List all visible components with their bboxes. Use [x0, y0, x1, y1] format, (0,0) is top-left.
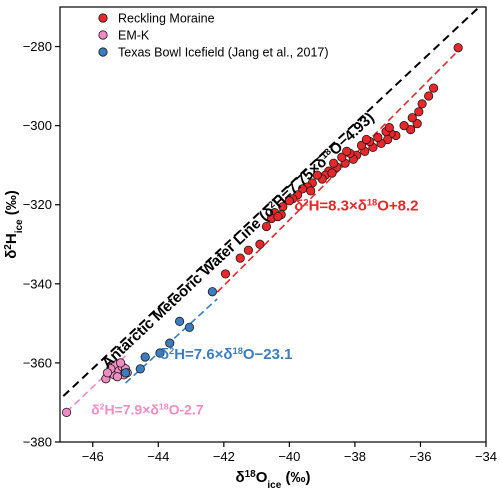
data-point [312, 170, 322, 180]
data-point [306, 186, 316, 196]
data-point [112, 372, 122, 382]
data-point [235, 253, 245, 263]
series-2 [120, 287, 217, 378]
data-point [273, 211, 283, 222]
data-point [120, 368, 131, 378]
data-point [165, 338, 175, 348]
blue-fit-line [124, 298, 218, 384]
series-0 [220, 43, 463, 279]
y-tick-label: −380 [23, 435, 52, 450]
y-axis-title: δ2Hice (‰) [3, 190, 25, 259]
data-point [175, 316, 185, 326]
data-point [414, 107, 424, 117]
data-point [399, 121, 409, 131]
data-point [261, 221, 272, 232]
data-point [135, 364, 145, 374]
legend-label: EM-K [118, 29, 150, 43]
data-point [184, 322, 195, 332]
data-point [417, 99, 427, 109]
legend: Reckling Moraine EM-K Texas Bowl Icefield … [98, 12, 329, 60]
data-point [453, 43, 463, 53]
pink-fit-label: δ2H=7.9×δ18O-2.7 [91, 401, 204, 417]
x-tick-label: −46 [82, 449, 104, 464]
data-point [424, 91, 434, 101]
data-point [384, 123, 394, 133]
x-tick-label: −38 [344, 449, 366, 464]
x-tick-label: −40 [278, 449, 300, 464]
data-point [412, 119, 422, 129]
amwl-label: Antarctic Meteoric Water Line (δ2H=7.75×… [99, 109, 378, 372]
x-axis-title: δ18Oice (‰) [236, 469, 311, 491]
y-tick-label: −280 [23, 39, 52, 54]
data-point [406, 124, 416, 135]
x-tick-label: −34 [475, 449, 497, 464]
data-point [407, 113, 417, 123]
y-tick-label: −300 [23, 118, 52, 133]
data-point [373, 132, 383, 143]
x-tick-label: −44 [147, 449, 169, 464]
data-point [356, 140, 367, 151]
plot-frame [59, 6, 487, 443]
data-points [61, 43, 463, 417]
data-point [342, 146, 352, 156]
amwl-line [62, 7, 481, 397]
red-fit-line [216, 51, 458, 293]
blue-fit-label: δ2H=7.6×δ18O−23.1 [160, 346, 293, 363]
y-tick-label: −360 [23, 355, 52, 370]
data-point [428, 83, 439, 93]
y-tick-label: −340 [23, 276, 52, 291]
data-point [243, 245, 254, 255]
data-point [361, 134, 371, 145]
data-point [220, 269, 231, 279]
legend-marker [98, 13, 108, 23]
y-tick-label: −320 [23, 197, 52, 212]
series-1 [61, 358, 132, 417]
data-point [329, 158, 339, 168]
data-point [61, 407, 72, 417]
data-point [284, 196, 294, 206]
legend-marker [98, 30, 108, 40]
legend-marker [98, 47, 108, 57]
legend-label: Reckling Moraine [118, 12, 215, 26]
data-point [116, 358, 126, 368]
data-point [337, 152, 347, 162]
data-point [155, 348, 165, 358]
data-point [327, 168, 337, 178]
axes: −46 −44 −42 −40 −38 −36 −34 −380 −360 −340 −320 −30… [3, 6, 497, 491]
legend-label: Texas Bowl Icefield (Jang et al., 2017) [118, 46, 329, 60]
x-tick-label: −36 [409, 449, 431, 464]
data-point [207, 287, 217, 297]
x-tick-label: −42 [213, 449, 235, 464]
data-point [255, 239, 265, 249]
data-point [140, 352, 150, 362]
data-point [102, 368, 113, 378]
red-fit-label: δ2H=8.3×δ18O+8.2 [294, 198, 418, 215]
